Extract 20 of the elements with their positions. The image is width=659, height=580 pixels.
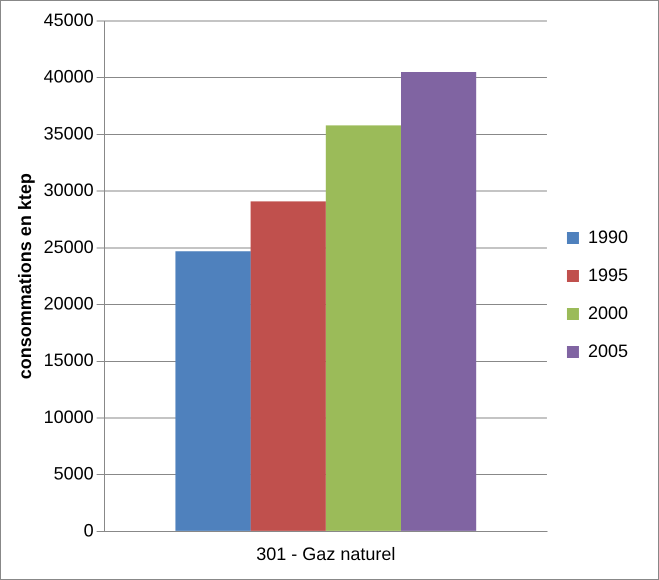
y-tick-label: 45000 <box>44 10 94 30</box>
legend-label: 1995 <box>588 264 628 285</box>
y-axis-title: consommations en ktep <box>14 173 35 380</box>
bar <box>175 251 251 531</box>
y-tick-label: 35000 <box>44 123 94 144</box>
legend-label: 2005 <box>588 340 628 361</box>
y-tick-label: 10000 <box>44 406 94 427</box>
y-tick-label: 20000 <box>44 294 94 314</box>
legend-label: 1990 <box>588 226 628 247</box>
bar <box>400 72 476 531</box>
y-tick-label: 30000 <box>44 180 94 200</box>
x-tick-label: 301 - Gaz naturel <box>256 544 396 564</box>
legend-label: 2000 <box>588 302 628 323</box>
bar <box>326 125 401 531</box>
bar <box>250 201 326 531</box>
y-tick-label: 15000 <box>44 350 94 370</box>
y-tick-label: 40000 <box>44 66 94 87</box>
y-tick-label: 0 <box>84 520 94 540</box>
y-tick-label: 5000 <box>54 464 94 484</box>
y-tick-label: 25000 <box>44 236 94 257</box>
